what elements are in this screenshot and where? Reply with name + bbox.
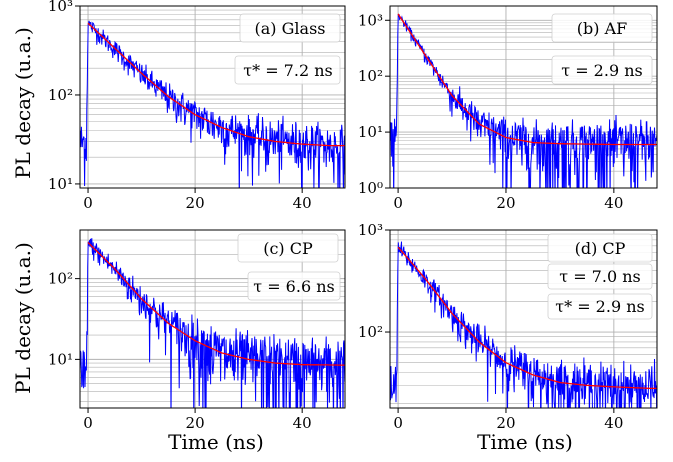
plot-area <box>390 13 657 188</box>
annotation-box <box>234 55 341 85</box>
y-tick-label: 10² <box>358 323 383 341</box>
panel-1: 0 20 40 10¹ 10² 10³ (a) Glass τ* = 7.2 ns <box>48 0 346 212</box>
y-tick-label: 10¹ <box>48 350 73 368</box>
ylabel-top: PL decay (u.a.) <box>11 27 35 179</box>
axes-frame <box>389 5 658 189</box>
data-series-line <box>80 20 345 188</box>
plot-area <box>80 238 345 408</box>
tau-annotation: τ = 6.6 ns <box>253 277 334 296</box>
x-tick-label: 0 <box>393 414 403 432</box>
x-tick-label: 20 <box>186 194 205 212</box>
y-tick-label: 10³ <box>358 221 383 239</box>
y-tick-label: 10² <box>48 86 73 104</box>
annotation-box <box>239 13 341 43</box>
x-tick-label: 20 <box>186 414 205 432</box>
annotation-box <box>547 293 653 320</box>
x-tick-label: 40 <box>604 194 623 212</box>
panel-label: (a) Glass <box>255 19 326 38</box>
annotation-box <box>551 13 653 43</box>
fit-series-line <box>397 246 657 390</box>
xlabel-left: Time (ns) <box>168 430 264 454</box>
tau-annotation: τ = 2.9 ns <box>561 61 642 80</box>
y-tick-label: 10² <box>358 67 383 85</box>
panel-2: 0 20 40 10⁰ 10¹ 10² 10³ (b) AF τ = 2.9 ns <box>358 5 658 212</box>
panel-label: (b) AF <box>577 19 627 38</box>
axes-frame <box>79 229 346 409</box>
tau-annotation: τ* = 2.9 ns <box>555 297 644 316</box>
y-tick-label: 10³ <box>48 0 73 15</box>
panel-label: (c) CP <box>263 239 313 258</box>
data-series-line <box>390 241 657 408</box>
annotation-box <box>551 55 653 85</box>
y-tick-label: 10⁰ <box>358 179 383 197</box>
x-tick-label: 0 <box>83 414 93 432</box>
x-tick-label: 20 <box>496 194 515 212</box>
axes-frame <box>79 5 346 189</box>
plot-area <box>80 20 345 188</box>
annotation-box <box>247 271 341 301</box>
x-tick-label: 0 <box>83 194 93 212</box>
annotation-box <box>237 233 339 263</box>
panels: 0 20 40 10¹ 10² 10³ (a) Glass τ* = 7.2 ns 0 20 40 1… <box>48 0 658 432</box>
data-series-line <box>80 238 345 408</box>
y-tick-label: 10¹ <box>48 175 73 193</box>
panel-label: (d) CP <box>575 239 626 258</box>
x-tick-label: 40 <box>293 194 312 212</box>
y-tick-label: 10² <box>48 270 73 288</box>
annotation-box <box>547 263 653 290</box>
panel-4: 0 20 40 10² 10³ (d) CP τ = 7.0 ns τ* = 2.9 ns <box>358 221 658 432</box>
tau-annotation: τ = 7.0 ns <box>559 267 640 286</box>
axes-frame <box>389 229 658 409</box>
x-tick-label: 40 <box>293 414 312 432</box>
x-tick-label: 40 <box>604 414 623 432</box>
fit-series-line <box>87 22 345 147</box>
x-tick-label: 20 <box>496 414 515 432</box>
y-tick-label: 10¹ <box>358 123 383 141</box>
xlabel-right: Time (ns) <box>477 430 573 454</box>
fit-series-line <box>87 242 345 366</box>
plot-area <box>390 241 657 408</box>
annotation-box <box>547 233 653 263</box>
data-series-line <box>390 14 657 188</box>
tau-annotation: τ* = 7.2 ns <box>243 61 332 80</box>
y-tick-label: 10³ <box>358 11 383 29</box>
ylabel-bottom: PL decay (u.a.) <box>11 242 35 394</box>
panel-3: 0 20 40 10¹ 10² (c) CP τ = 6.6 ns <box>48 229 346 432</box>
x-tick-label: 0 <box>393 194 403 212</box>
fit-series-line <box>397 13 657 146</box>
